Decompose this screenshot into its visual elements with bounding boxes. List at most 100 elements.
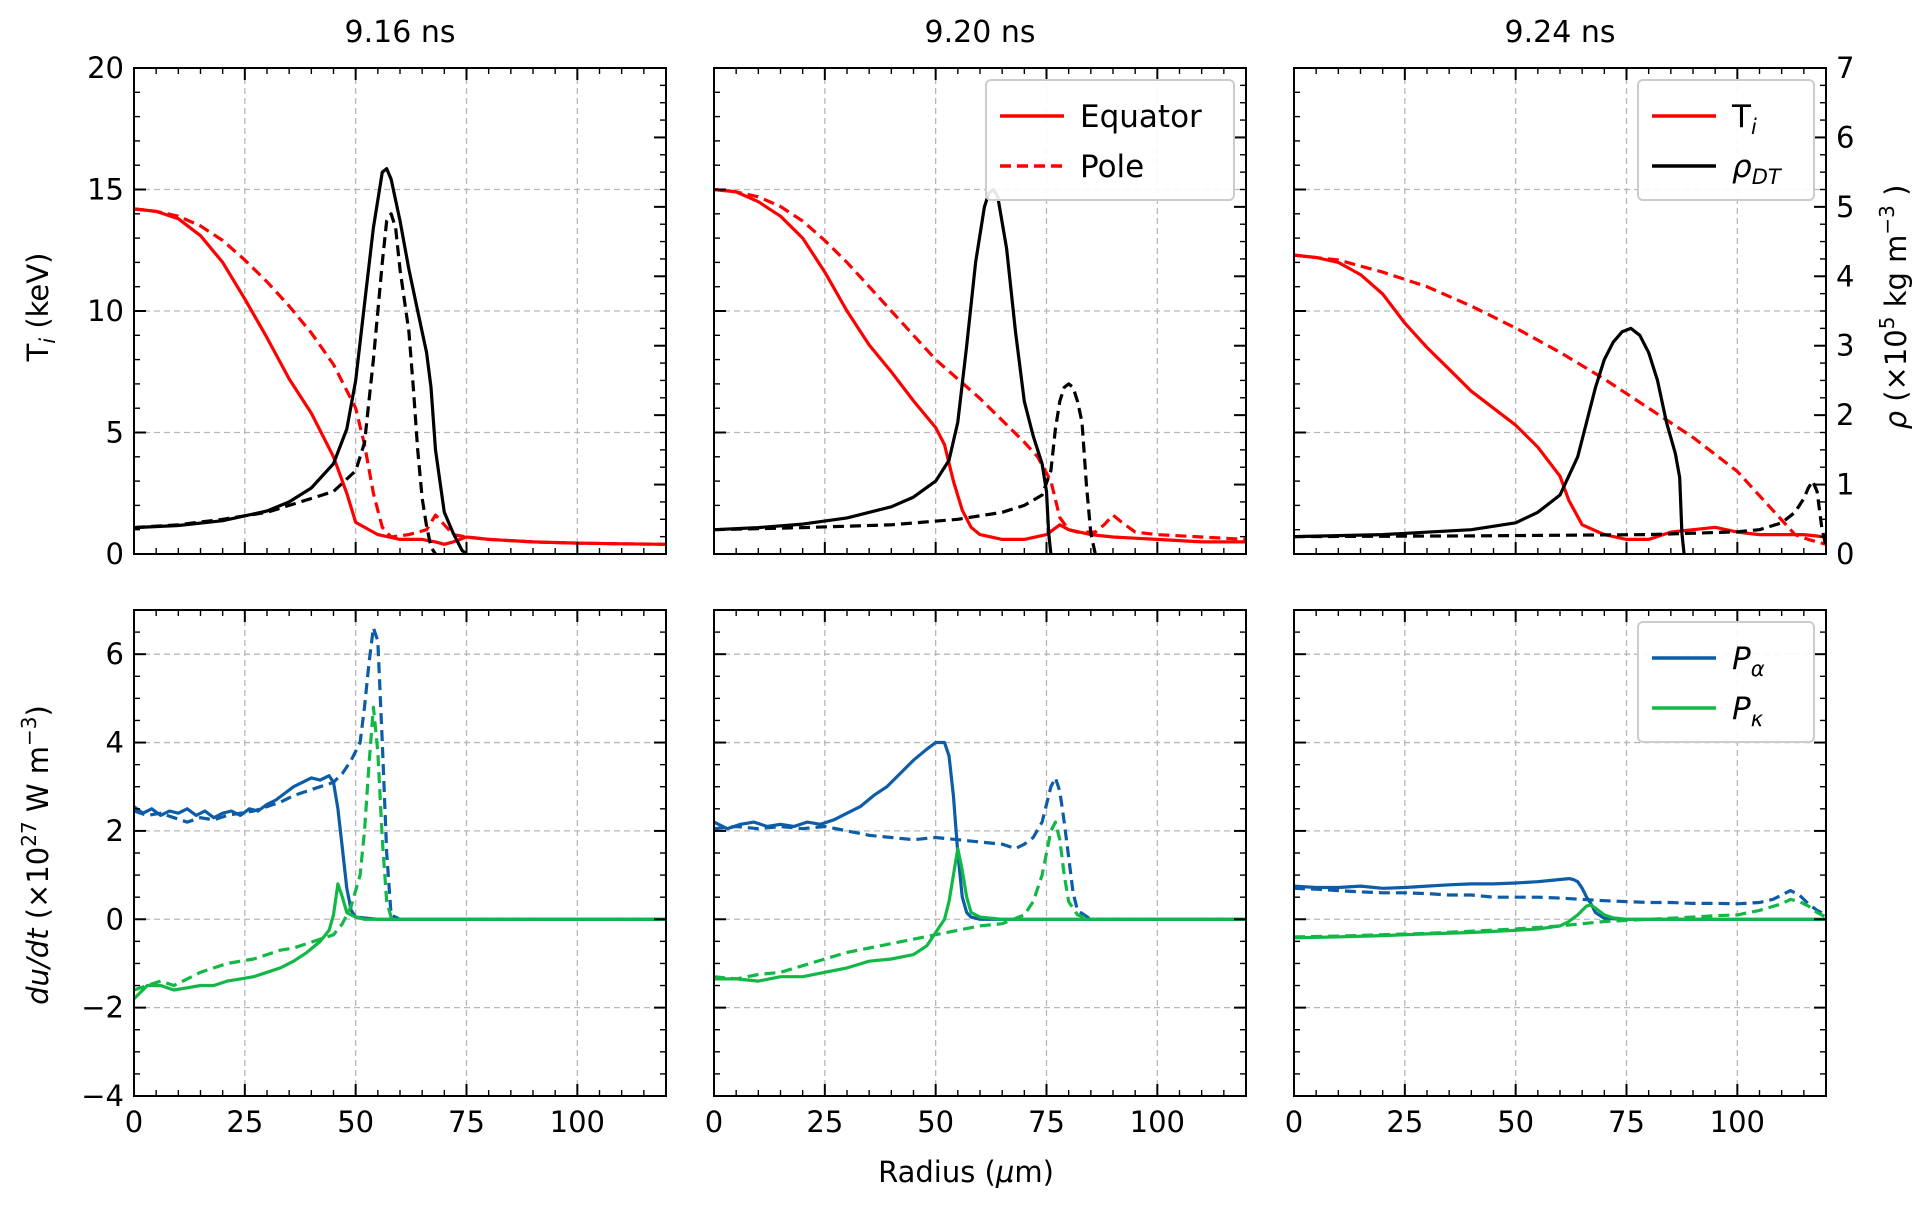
bottom-right-legend-label: Pκ (1732, 691, 1764, 731)
bottom-left-line-equator-p-alpha (134, 774, 666, 921)
bottom-left-ytick-label: 6 (106, 637, 124, 671)
top-middle-legend-label-main: Equator (1080, 99, 1202, 135)
bottom-left-line-pole-p-kappa (134, 705, 666, 992)
ylabel2-exp: 27 (17, 821, 41, 846)
top-middle-legend-box (985, 79, 1235, 201)
top-left-series-group (134, 167, 666, 554)
top-right-y2tick-label: 1 (1836, 468, 1854, 502)
frame-layer (133, 67, 1827, 1097)
top-right-line-equator-rho-dt (1294, 326, 1686, 554)
xlabel-prefix: Radius ( (878, 1155, 996, 1189)
bottom-left-frame (133, 609, 667, 1097)
top-right-y2tick-label: 6 (1836, 120, 1854, 154)
y2label-rho: ρ (1879, 410, 1913, 429)
bottom-right-xtick-label: 25 (1386, 1105, 1423, 1139)
bottom-middle-line-pole-p-alpha (714, 776, 1246, 921)
top-right-y2tick-label: 0 (1836, 537, 1854, 571)
bottom-middle-xtick-label: 75 (1028, 1105, 1065, 1139)
top-left-line-pole-rho-dt (134, 212, 437, 554)
top-middle-title: 9.20 ns (925, 15, 1036, 50)
top-middle-legend: Equator Pole (985, 79, 1235, 201)
top-left-ytick-label: 20 (87, 51, 124, 85)
bottom-left-xtick-label: 100 (550, 1105, 605, 1139)
bottom-right-series-group (1294, 876, 1826, 940)
top-right-legend-label-sub: i (1751, 115, 1757, 139)
ylabel2-a: du/dt (21, 927, 55, 1005)
top-left-ytick-label: 5 (106, 416, 124, 450)
top-right-legend-box (1637, 79, 1815, 201)
bottom-right-legend-label-sub: α (1751, 657, 1765, 681)
top-middle-legend-label: Equator (1080, 99, 1202, 135)
ylabel2-exp2: −3 (17, 716, 41, 745)
bottom-right-xtick-label: 50 (1497, 1105, 1534, 1139)
top-right-legend-label: Ti (1731, 99, 1757, 139)
top-left-line-equator-rho-dt (134, 167, 468, 554)
top-right-y2label: ρ (×105 kg m−3 ) (1875, 185, 1913, 430)
bottom-left-line-equator-p-kappa (134, 882, 666, 1000)
top-right-y2tick-label: 7 (1836, 51, 1854, 85)
series-layer (134, 167, 1826, 1000)
top-right-y2tick-label: 3 (1836, 329, 1854, 363)
bottom-middle-line-equator-p-kappa (714, 846, 1246, 983)
bottom-right-legend-label-main: P (1732, 691, 1751, 727)
bottom-middle-xtick-label: 25 (806, 1105, 843, 1139)
bottom-right-line-equator-p-kappa (1294, 903, 1826, 940)
ylabel2-c: W m (21, 746, 55, 821)
y2label-close: ) (1879, 185, 1913, 206)
y2label-open: (×10 (1879, 329, 1913, 411)
top-right-line-pole-rho-dt (1294, 479, 1826, 548)
ylabel-suffix: (keV) (21, 253, 55, 338)
xlabel-suffix: m) (1014, 1155, 1054, 1189)
bottom-left-ytick-label: −4 (81, 1079, 124, 1113)
bottom-middle-line-pole-p-kappa (714, 820, 1246, 981)
bottom-left-line-pole-p-alpha (134, 626, 666, 921)
bottom-right-legend-box (1637, 621, 1815, 743)
y2label-mid: kg m (1879, 235, 1913, 317)
top-right-y2tick-label: 5 (1836, 190, 1854, 224)
bottom-left-xtick-label: 0 (125, 1105, 143, 1139)
top-left-ylabel: Ti (keV) (21, 253, 60, 363)
bottom-middle-frame (713, 609, 1247, 1097)
bottom-left-ytick-label: −2 (81, 991, 124, 1025)
top-middle-line-equator-t-i (714, 187, 1246, 544)
top-right-legend-label-main: T (1731, 99, 1752, 135)
top-right-y2tick-label: 2 (1836, 398, 1854, 432)
ylabel2-d: ) (21, 705, 55, 716)
bottom-right-legend-label: Pα (1732, 641, 1765, 681)
bottom-left-ytick-label: 0 (106, 902, 124, 936)
ylabel-main: T (21, 343, 55, 362)
ylabel2-b: (×10 (21, 847, 55, 929)
top-right-legend: Ti ρDT (1637, 79, 1815, 201)
y2label-exp: 5 (1875, 317, 1899, 330)
top-left-ytick-label: 0 (106, 537, 124, 571)
top-left-line-pole-t-i (134, 207, 666, 546)
bottom-right-legend-label-main: P (1732, 641, 1751, 677)
bottom-left-series-group (134, 626, 666, 1000)
top-left-ytick-label: 10 (87, 294, 124, 328)
bottom-left-xtick-label: 75 (448, 1105, 485, 1139)
top-right-legend-label-main: ρ (1732, 149, 1752, 185)
bottom-left-ytick-label: 2 (106, 814, 124, 848)
top-right-line-pole-t-i (1294, 253, 1826, 546)
top-middle-line-pole-t-i (714, 187, 1246, 541)
bottom-left-ytick-label: 4 (106, 726, 124, 760)
ylabel-sub: i (36, 338, 60, 344)
bottom-right-line-equator-p-alpha (1294, 876, 1826, 921)
bottom-middle-xtick-label: 50 (917, 1105, 954, 1139)
top-left-ytick-label: 15 (87, 173, 124, 207)
top-left-title: 9.16 ns (345, 15, 456, 50)
bottom-right-xtick-label: 75 (1608, 1105, 1645, 1139)
bottom-right-xtick-label: 0 (1285, 1105, 1303, 1139)
bottom-right-line-pole-p-alpha (1294, 886, 1826, 917)
y2label-exp2: −3 (1875, 205, 1899, 234)
top-right-series-group (1294, 253, 1826, 554)
bottom-right-legend-label-sub: κ (1751, 707, 1764, 731)
bottom-middle-xtick-label: 0 (705, 1105, 723, 1139)
top-middle-legend-label: Pole (1080, 149, 1144, 185)
bottom-left-ylabel: du/dt (×1027 W m−3) (17, 705, 55, 1005)
bottom-middle-xtick-label: 100 (1130, 1105, 1185, 1139)
top-right-legend-label: ρDT (1732, 149, 1783, 189)
top-left-line-equator-t-i (134, 207, 666, 546)
